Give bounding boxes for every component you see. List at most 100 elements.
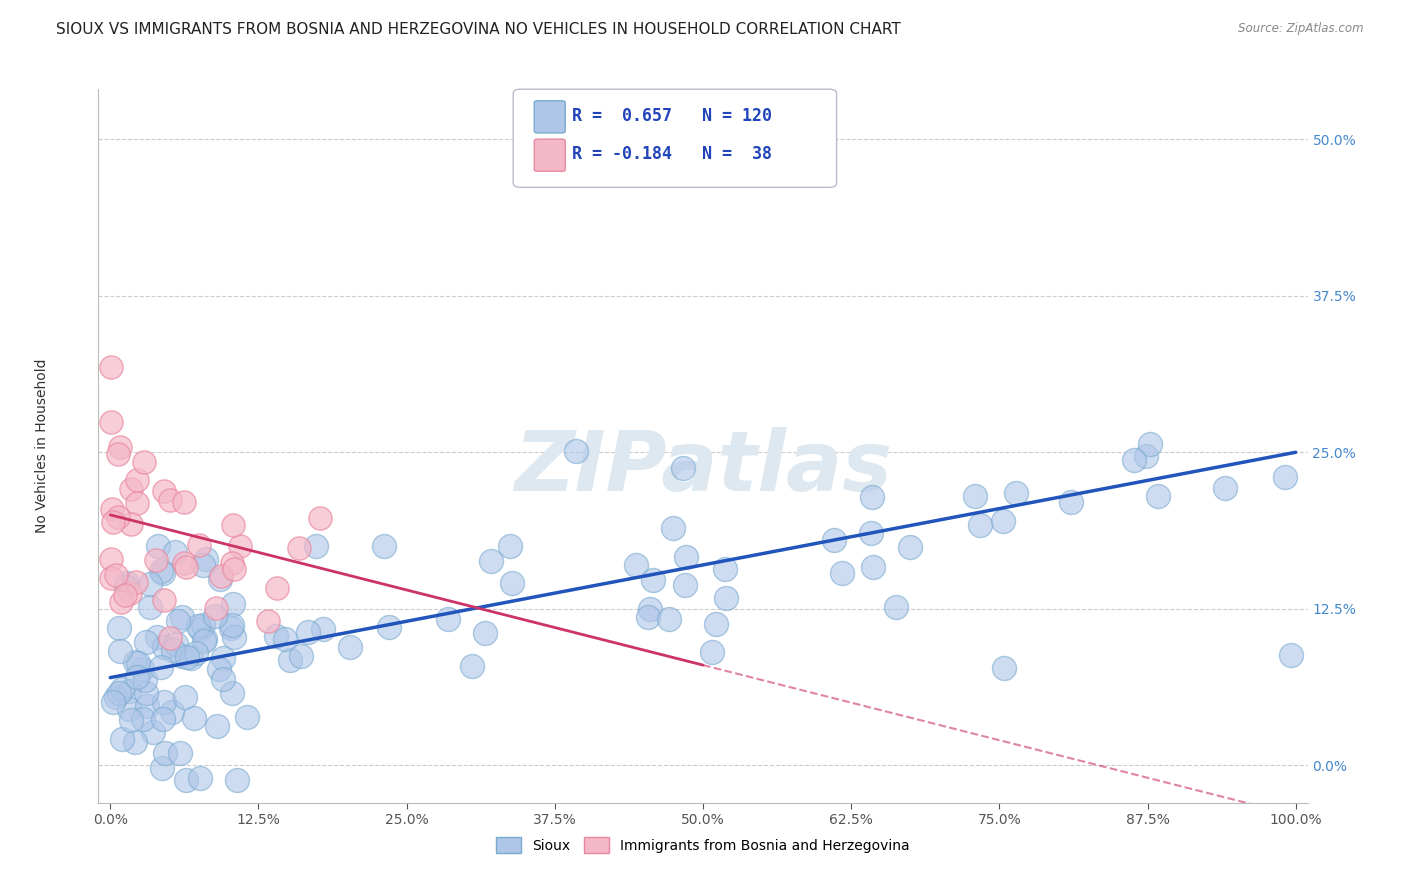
Point [100,415,122,429]
Point [884,599,907,614]
Point [100,551,122,566]
Point [1059,495,1081,509]
Point [139,599,162,614]
Point [212,672,235,686]
Point [120,517,142,532]
Point [373,539,395,553]
Point [1139,436,1161,450]
Point [963,489,986,503]
Point [162,705,184,719]
Point [105,690,128,705]
Point [101,695,124,709]
Point [193,633,215,648]
Point [153,592,176,607]
Point [125,496,148,510]
Point [221,517,243,532]
Point [124,655,146,669]
Point [132,712,155,726]
Point [714,561,737,575]
Point [222,562,245,576]
Point [266,581,288,595]
Text: Source: ZipAtlas.com: Source: ZipAtlas.com [1239,22,1364,36]
Point [150,659,173,673]
Point [498,539,520,553]
Point [115,576,138,591]
Point [1135,450,1157,464]
Point [110,595,132,609]
Point [188,771,211,785]
Point [236,710,259,724]
Point [153,640,176,654]
Point [191,618,214,632]
Point [159,631,181,645]
Point [204,609,226,624]
Point [208,662,231,676]
Point [256,614,278,628]
Point [377,619,399,633]
Point [290,649,312,664]
Point [139,577,162,591]
Point [159,493,181,508]
Point [131,662,153,676]
Point [474,626,496,640]
Point [212,650,235,665]
Point [702,645,724,659]
Point [993,661,1015,675]
Point [146,630,169,644]
Point [288,541,311,556]
Point [565,444,588,458]
Point [101,502,124,516]
Point [714,591,737,605]
Point [193,558,215,572]
Point [187,619,209,633]
Point [134,673,156,687]
Point [860,490,883,504]
Point [153,484,176,499]
Text: SIOUX VS IMMIGRANTS FROM BOSNIA AND HERZEGOVINA NO VEHICLES IN HOUSEHOLD CORRELA: SIOUX VS IMMIGRANTS FROM BOSNIA AND HERZ… [56,22,901,37]
Point [637,610,659,624]
Point [194,632,217,647]
Point [172,649,194,664]
Point [127,657,149,671]
Point [107,446,129,460]
Point [104,568,127,582]
Point [219,621,242,635]
Point [167,614,190,628]
Point [107,510,129,524]
Point [309,511,332,525]
Point [173,494,195,508]
Point [152,761,174,775]
Point [675,549,697,564]
Point [184,646,207,660]
Point [704,616,727,631]
Point [188,538,211,552]
Point [205,600,228,615]
Point [127,473,149,487]
Point [501,576,523,591]
Point [194,551,217,566]
Text: R = -0.184   N =  38: R = -0.184 N = 38 [572,145,772,163]
Point [100,571,122,585]
Point [174,690,197,704]
Point [107,686,129,700]
Text: No Vehicles in Household: No Vehicles in Household [35,359,49,533]
Point [305,540,328,554]
Point [278,653,301,667]
Point [108,643,131,657]
Point [152,695,174,709]
Point [118,684,141,698]
Point [118,586,141,600]
Point [274,632,297,647]
Point [1122,453,1144,467]
Point [339,640,361,655]
Point [969,518,991,533]
Legend: Sioux, Immigrants from Bosnia and Herzegovina: Sioux, Immigrants from Bosnia and Herzeg… [489,830,917,860]
Point [152,712,174,726]
Point [479,554,502,568]
Point [174,772,197,787]
Point [993,515,1015,529]
Point [657,612,679,626]
Point [1005,486,1028,500]
Point [125,575,148,590]
Point [117,701,139,715]
